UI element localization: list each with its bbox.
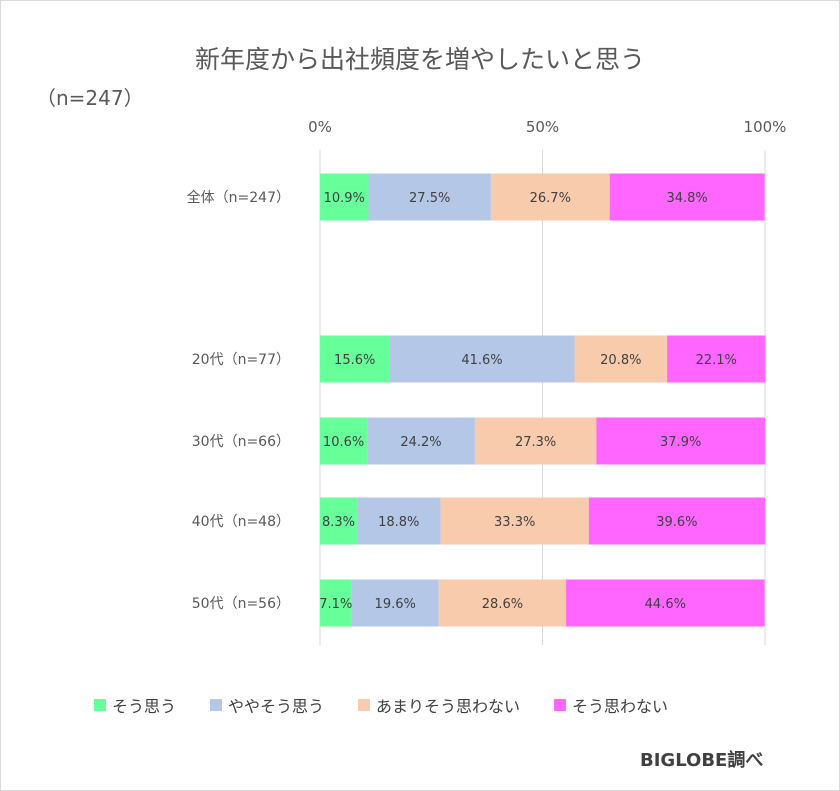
category-label-4: 50代（n=56）: [192, 596, 290, 612]
legend-swatch-3: [554, 699, 567, 711]
bar-segment-3-2: [440, 497, 589, 545]
bar-segment-1-2: [574, 335, 668, 383]
source-note: BIGLOBE調べ: [640, 750, 764, 771]
x-tick-label-0: 0%: [308, 118, 332, 136]
data-label-2-3: 37.9%: [660, 435, 701, 450]
bar-segment-0-0: [320, 173, 369, 221]
data-label-2-1: 24.2%: [400, 435, 441, 450]
legend-label-2: あまりそう思わない: [376, 697, 521, 716]
data-label-0-1: 27.5%: [409, 191, 450, 206]
category-label-2: 30代（n=66）: [192, 434, 290, 450]
bar-segment-2-0: [320, 417, 368, 465]
category-label-0: 全体（n=247）: [187, 189, 290, 206]
bar-segment-3-3: [588, 497, 765, 545]
bar-segment-2-1: [367, 417, 475, 465]
data-label-1-0: 15.6%: [334, 353, 375, 368]
data-label-4-2: 28.6%: [482, 597, 523, 612]
bar-segment-1-1: [389, 335, 575, 383]
category-label-3: 40代（n=48）: [192, 514, 290, 530]
data-label-3-0: 8.3%: [322, 515, 355, 530]
data-label-1-2: 20.8%: [600, 353, 641, 368]
data-label-3-3: 39.6%: [656, 515, 697, 530]
legend-label-1: ややそう思う: [228, 697, 325, 716]
bar-segment-2-3: [596, 417, 765, 465]
legend-label-3: そう思わない: [572, 697, 669, 716]
bar-segment-1-0: [320, 335, 390, 383]
legend-item-2: あまりそう思わない: [358, 693, 520, 717]
chart-subtitle: （n=247）: [36, 86, 144, 110]
legend-item-1: ややそう思う: [210, 693, 324, 717]
bar-segment-4-0: [320, 579, 352, 627]
bar-segment-4-2: [438, 579, 567, 627]
data-label-3-2: 33.3%: [494, 515, 535, 530]
legend-swatch-2: [358, 699, 371, 711]
legend-swatch-0: [94, 699, 106, 711]
data-label-0-3: 34.8%: [666, 191, 707, 206]
x-tick-label-1: 50%: [526, 118, 559, 136]
data-label-3-1: 18.8%: [378, 515, 419, 530]
bar-segment-4-1: [351, 579, 439, 627]
bar-segment-1-3: [667, 335, 766, 383]
x-tick-label-2: 100%: [744, 118, 787, 136]
data-label-0-0: 10.9%: [324, 191, 365, 206]
bar-segment-2-2: [474, 417, 597, 465]
data-label-4-0: 7.1%: [319, 597, 352, 612]
legend-label-0: そう思う: [112, 697, 177, 716]
bar-segment-3-1: [356, 497, 441, 545]
legend: そう思う ややそう思う あまりそう思わない そう思わない: [94, 693, 702, 717]
category-label-1: 20代（n=77）: [192, 352, 290, 368]
data-label-4-3: 44.6%: [645, 597, 686, 612]
data-label-2-0: 10.6%: [323, 435, 364, 450]
bar-segment-0-3: [609, 173, 765, 221]
bar-segment-3-0: [320, 497, 357, 545]
legend-item-0: そう思う: [94, 693, 176, 717]
bar-segment-4-3: [566, 579, 765, 627]
legend-swatch-1: [210, 699, 223, 711]
bar-segment-0-2: [490, 173, 610, 221]
data-label-4-1: 19.6%: [375, 597, 416, 612]
chart-title: 新年度から出社頻度を増やしたいと思う: [194, 45, 645, 74]
bar-segment-0-1: [368, 173, 491, 221]
data-label-2-2: 27.3%: [515, 435, 556, 450]
data-label-1-1: 41.6%: [461, 353, 502, 368]
data-label-1-3: 22.1%: [696, 353, 737, 368]
data-label-0-2: 26.7%: [530, 191, 571, 206]
legend-item-3: そう思わない: [554, 693, 668, 717]
